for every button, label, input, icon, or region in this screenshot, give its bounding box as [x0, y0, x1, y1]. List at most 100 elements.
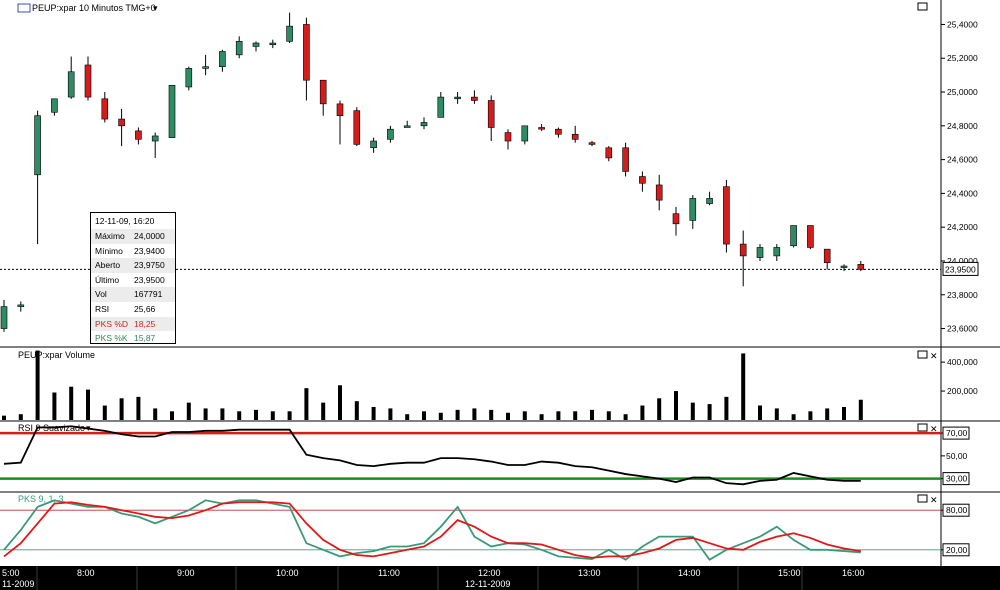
price-panel-title: PEUP:xpar 10 Minutos TMG+0: [32, 3, 156, 13]
volume-bar: [455, 409, 460, 420]
date-label-mid: 12-11-2009: [465, 579, 510, 589]
maximize-icon[interactable]: [917, 350, 928, 359]
volume-bar: [674, 391, 678, 420]
chevron-down-icon[interactable]: ▾: [153, 3, 158, 13]
candle-body: [67, 71, 75, 98]
tooltip-value: 23,9400: [134, 245, 165, 256]
tooltip-row: Mínimo 23,9400: [91, 244, 175, 259]
pks-level-box: [942, 543, 970, 557]
time-tick-label: 14:00: [678, 568, 701, 578]
tooltip-key: Mínimo: [95, 245, 123, 256]
candle-body: [101, 98, 109, 120]
volume-bar: [472, 408, 477, 420]
volume-bar: [203, 408, 208, 420]
date-label-left: 11-2009: [2, 579, 34, 589]
volume-bar: [153, 408, 158, 420]
rsi-plot: [0, 425, 941, 486]
candle-body: [605, 147, 613, 159]
time-tick-partial: 5:00: [2, 568, 20, 578]
volume-bar: [371, 406, 376, 420]
close-icon[interactable]: ✕: [930, 351, 938, 361]
volume-bar: [758, 405, 762, 420]
tooltip-value: 23,9750: [134, 260, 165, 271]
volume-bar: [858, 399, 863, 420]
candle-body: [252, 42, 260, 47]
volume-bar: [102, 405, 107, 420]
price-tick-label: 24,2000: [947, 222, 978, 232]
candle-body: [622, 147, 629, 172]
candle-body: [504, 132, 512, 142]
time-tick-label: 12:00: [478, 568, 501, 578]
rsi-level-box: [942, 426, 970, 440]
close-icon[interactable]: ✕: [930, 495, 938, 505]
candle-body: [487, 100, 495, 128]
tooltip-row: PKS %D 18,25: [91, 316, 175, 332]
data-tooltip: 12-11-09, 16:20 Máximo 24,0000 Mínimo 23,94…: [90, 212, 176, 344]
volume-plot: [2, 350, 863, 420]
tooltip-key: PKS %K: [95, 333, 128, 344]
candle-body: [571, 133, 579, 140]
tooltip-row: RSI 25,66: [91, 302, 175, 317]
price-tick-label: 25,2000: [947, 53, 978, 63]
volume-bar: [354, 401, 359, 420]
candle-body: [17, 304, 25, 307]
time-axis-bar: [0, 566, 1000, 590]
rsi-tick-label: 50,00: [946, 451, 968, 461]
candle-body: [840, 265, 848, 268]
volume-bar: [422, 411, 426, 420]
candle-body: [672, 213, 680, 225]
volume-bar: [338, 385, 342, 420]
volume-bar: [506, 412, 510, 420]
volume-bar: [842, 406, 846, 420]
volume-bar: [287, 411, 292, 420]
price-tick-label: 25,4000: [947, 19, 978, 29]
last-price-box: [942, 261, 979, 276]
pks-d-line: [3, 501, 861, 559]
volume-bar: [388, 408, 393, 420]
candle-body: [336, 103, 344, 116]
pks-panel-title: PKS 9, 1, 3: [18, 494, 64, 504]
tooltip-key: PKS %D: [95, 318, 129, 329]
volume-tick-label: 400,000: [947, 357, 978, 367]
candle-body: [773, 247, 781, 257]
price-tick-label: 23,6000: [947, 324, 978, 334]
close-icon[interactable]: ✕: [930, 424, 938, 434]
candle-body: [118, 118, 125, 127]
candle-body: [303, 24, 310, 81]
volume-bar: [489, 409, 494, 420]
volume-bar: [623, 414, 628, 420]
candle-body: [739, 243, 747, 257]
maximize-icon[interactable]: [917, 423, 928, 432]
candle-body: [706, 198, 713, 204]
maximize-icon[interactable]: [917, 494, 928, 503]
price-tick-label: 24,4000: [947, 188, 978, 198]
candle-body: [151, 135, 159, 142]
candle-body: [319, 79, 327, 105]
volume-bar: [18, 414, 23, 420]
candle-body: [723, 186, 730, 245]
price-tick-label: 23,8000: [947, 290, 978, 300]
volume-bar: [86, 389, 90, 420]
volume-bar: [136, 396, 141, 420]
volume-bar: [254, 409, 258, 420]
volume-bar: [186, 402, 191, 420]
candle-body: [235, 41, 243, 56]
candle-body: [756, 247, 764, 258]
volume-bar: [825, 408, 830, 420]
pks-tick-label: 20,00: [946, 545, 968, 555]
rsi-level-box: [942, 472, 970, 486]
candle-body: [84, 64, 92, 98]
tooltip-datetime: 12-11-09, 16:20: [95, 216, 155, 226]
tooltip-key: Aberto: [95, 260, 121, 271]
candle-body: [807, 225, 814, 248]
volume-bar: [304, 388, 309, 420]
tooltip-value: 23,9500: [134, 274, 165, 285]
candle-body: [202, 66, 209, 69]
rsi-line: [3, 425, 861, 486]
volume-bar: [590, 409, 594, 420]
maximize-icon[interactable]: [917, 2, 928, 11]
axes: 25,4000 25,2000 25,0000 24,8000 24,6000 24,40…: [36, 19, 979, 590]
candle-body: [420, 122, 428, 127]
candle-body: [454, 96, 461, 100]
volume-bar: [791, 414, 796, 420]
